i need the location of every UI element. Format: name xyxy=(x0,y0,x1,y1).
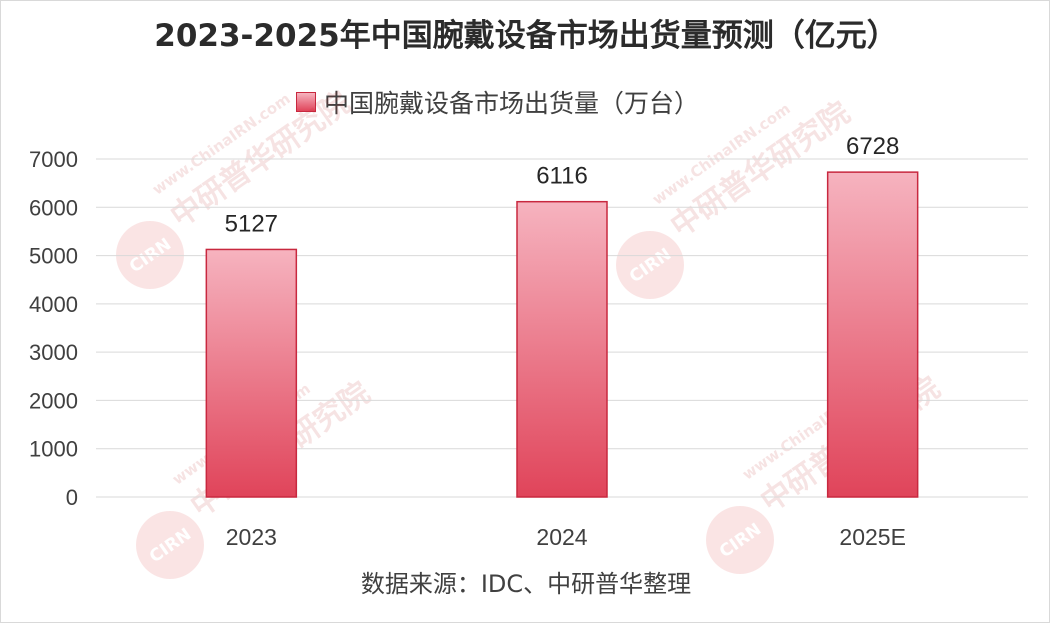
data-label: 6116 xyxy=(536,163,588,190)
legend-swatch xyxy=(296,92,316,112)
bars: 5127 6116 6728 xyxy=(205,133,919,498)
y-tick-label: 7000 xyxy=(29,147,78,172)
bar-2023 xyxy=(205,248,298,498)
y-tick-label: 0 xyxy=(66,485,78,510)
y-tick-label: 3000 xyxy=(29,340,78,365)
y-tick-label: 1000 xyxy=(29,437,78,462)
bar-2025E xyxy=(826,171,919,498)
x-category-label: 2024 xyxy=(536,524,587,550)
x-category-label: 2025E xyxy=(839,524,906,550)
y-tick-label: 4000 xyxy=(29,292,78,317)
y-axis-ticks: 0 1000 2000 3000 4000 5000 6000 7000 xyxy=(29,147,78,510)
y-tick-label: 2000 xyxy=(29,388,78,413)
y-tick-label: 6000 xyxy=(29,195,78,220)
data-label: 6728 xyxy=(846,133,899,160)
legend: 中国腕戴设备市场出货量（万台） xyxy=(296,84,699,120)
x-category-label: 2023 xyxy=(226,524,277,550)
y-tick-label: 5000 xyxy=(29,244,78,269)
x-axis-labels: 2023 2024 2025E xyxy=(226,524,906,550)
source-note: 数据来源：IDC、中研普华整理 xyxy=(360,570,692,598)
bar-2024 xyxy=(516,200,608,498)
data-label: 5127 xyxy=(225,210,278,237)
chart-title: 2023-2025年中国腕戴设备市场出货量预测（亿元） xyxy=(154,18,898,54)
legend-label: 中国腕戴设备市场出货量（万台） xyxy=(324,89,700,118)
